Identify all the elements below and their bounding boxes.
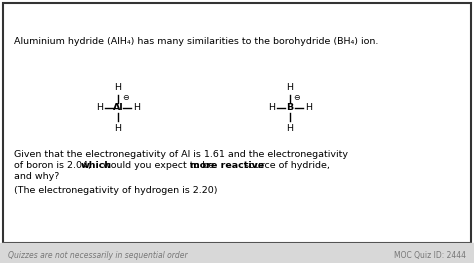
Text: ⊖: ⊖	[293, 93, 301, 102]
Text: H: H	[286, 124, 293, 133]
Text: ⊖: ⊖	[123, 93, 129, 102]
Text: which: which	[81, 161, 112, 170]
Text: H: H	[96, 104, 103, 113]
Bar	[0, 243, 474, 263]
Text: MOC Quiz ID: 2444: MOC Quiz ID: 2444	[394, 251, 466, 260]
Text: H: H	[305, 104, 312, 113]
Text: Quizzes are not necessarily in sequential order: Quizzes are not necessarily in sequentia…	[8, 251, 188, 260]
Text: H: H	[115, 83, 121, 92]
Text: H: H	[268, 104, 275, 113]
FancyBboxPatch shape	[3, 3, 471, 243]
Text: would you expect to be: would you expect to be	[100, 161, 218, 170]
Text: Aluminium hydride (AlH₄) has many similarities to the borohydride (BH₄) ion.: Aluminium hydride (AlH₄) has many simila…	[14, 37, 378, 46]
Text: H: H	[286, 83, 293, 92]
Text: Al: Al	[113, 104, 123, 113]
Text: and why?: and why?	[14, 172, 59, 181]
Text: Given that the electronegativity of Al is 1.61 and the electronegativity: Given that the electronegativity of Al i…	[14, 150, 348, 159]
Text: (The electronegativity of hydrogen is 2.20): (The electronegativity of hydrogen is 2.…	[14, 186, 218, 195]
Text: B: B	[286, 104, 293, 113]
Text: source of hydride,: source of hydride,	[240, 161, 329, 170]
Text: more reactive: more reactive	[190, 161, 264, 170]
Text: H: H	[115, 124, 121, 133]
Text: H: H	[133, 104, 140, 113]
Text: of boron is 2.04,: of boron is 2.04,	[14, 161, 94, 170]
